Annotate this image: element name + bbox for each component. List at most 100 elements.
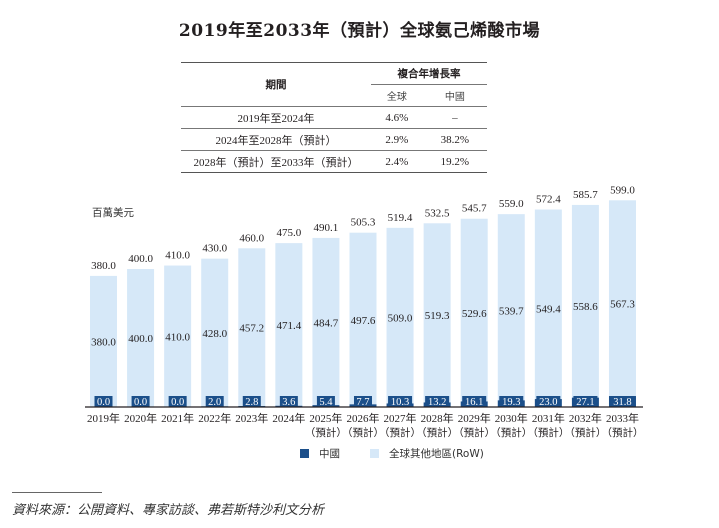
x-tick-label: 2023年 bbox=[235, 411, 268, 425]
x-tick-label: 2033年 bbox=[606, 411, 639, 425]
china-label-box bbox=[425, 396, 450, 407]
total-label: 475.0 bbox=[276, 227, 301, 239]
row-value-label: 484.7 bbox=[314, 317, 339, 329]
source-divider bbox=[12, 492, 102, 493]
china-value-label: 31.8 bbox=[613, 397, 631, 408]
source-note: 資料來源：公開資料、專家訪談、弗若斯特沙利文分析 bbox=[12, 503, 325, 518]
period-cell: 2019年至2024年 bbox=[237, 112, 315, 125]
x-tick-label: 2021年 bbox=[161, 411, 194, 425]
bar-row bbox=[312, 237, 340, 406]
x-tick-sublabel: （預計） bbox=[305, 426, 347, 439]
y-axis-unit-label: 百萬美元 bbox=[92, 207, 134, 219]
china-value-label: 7.7 bbox=[356, 397, 369, 408]
x-tick-label: 2022年 bbox=[198, 411, 231, 425]
row-value-label: 567.3 bbox=[610, 299, 635, 311]
cagr-table: 期間 複合年增長率 全球 中國 2019年至2024年 4.6% – 2024年… bbox=[181, 62, 487, 173]
total-label: 559.0 bbox=[499, 198, 524, 210]
bar-row bbox=[534, 209, 562, 400]
x-tick-label: 2026年 bbox=[346, 411, 379, 425]
x-tick-sublabel: （預計） bbox=[601, 426, 643, 439]
x-tick-label: 2031年 bbox=[532, 411, 565, 425]
total-label: 460.0 bbox=[239, 232, 264, 244]
global-cell: 4.6% bbox=[385, 111, 409, 124]
x-tick-label: 2020年 bbox=[124, 411, 157, 425]
x-tick-label: 2027年 bbox=[384, 411, 417, 425]
row-value-label: 519.3 bbox=[425, 310, 450, 322]
bar-row bbox=[275, 243, 303, 406]
china-value-label: 13.2 bbox=[428, 397, 446, 408]
chart-title: 2019年至2033年（預計）全球氨己烯酸市場 bbox=[178, 21, 541, 41]
legend-swatch-row bbox=[370, 449, 379, 458]
bar-row bbox=[164, 265, 192, 407]
total-label: 572.4 bbox=[536, 194, 561, 206]
x-tick-label: 2032年 bbox=[569, 411, 602, 425]
total-label: 532.5 bbox=[425, 207, 450, 219]
total-label: 545.7 bbox=[462, 203, 487, 215]
global-subheader: 全球 bbox=[371, 84, 423, 107]
china-value-label: 27.1 bbox=[576, 397, 594, 408]
china-label-box bbox=[536, 396, 561, 407]
china-cell: 38.2% bbox=[440, 133, 470, 146]
row-value-label: 497.6 bbox=[351, 315, 376, 327]
global-cell: 2.4% bbox=[385, 155, 409, 168]
row-value-label: 410.0 bbox=[165, 331, 190, 343]
legend-item-row: 全球其他地區(RoW) bbox=[370, 446, 484, 461]
bar-row bbox=[423, 223, 451, 403]
china-label-box bbox=[168, 396, 187, 407]
total-label: 430.0 bbox=[202, 243, 227, 255]
legend-swatch-china bbox=[300, 449, 309, 458]
bar-row bbox=[571, 204, 599, 398]
china-value-label: 16.1 bbox=[465, 397, 483, 408]
china-label-box bbox=[499, 396, 524, 407]
china-value-label: 2.0 bbox=[208, 397, 221, 408]
legend-label-china: 中國 bbox=[319, 448, 340, 460]
x-tick-sublabel: （預計） bbox=[564, 426, 606, 439]
china-value-label: 3.6 bbox=[282, 397, 295, 408]
bar-row bbox=[238, 248, 266, 407]
global-cell: 2.9% bbox=[385, 133, 409, 146]
row-value-label: 380.0 bbox=[91, 336, 116, 348]
x-tick-sublabel: （預計） bbox=[490, 426, 532, 439]
total-label: 585.7 bbox=[573, 189, 598, 201]
bar-row bbox=[201, 258, 229, 407]
period-cell: 2028年（預計）至2033年（預計） bbox=[193, 156, 359, 169]
china-label-box bbox=[131, 396, 150, 407]
china-cell: – bbox=[452, 111, 458, 124]
china-label-box bbox=[353, 396, 372, 407]
bar-row bbox=[497, 214, 525, 401]
china-value-label: 10.3 bbox=[391, 397, 409, 408]
china-label-box bbox=[316, 396, 335, 407]
table-row: 2028年（預計）至2033年（預計） 2.4% 19.2% bbox=[181, 150, 487, 173]
china-label-box bbox=[205, 396, 224, 407]
row-value-label: 539.7 bbox=[499, 306, 524, 318]
total-label: 490.1 bbox=[314, 222, 339, 234]
china-value-label: 0.0 bbox=[134, 397, 147, 408]
china-value-label: 0.0 bbox=[171, 397, 184, 408]
table-row: 2024年至2028年（預計） 2.9% 38.2% bbox=[181, 128, 487, 151]
china-label-box bbox=[94, 396, 113, 407]
total-label: 599.0 bbox=[610, 184, 635, 196]
cagr-header: 複合年增長率 bbox=[397, 68, 461, 80]
total-label: 505.3 bbox=[351, 217, 376, 229]
china-subheader: 中國 bbox=[422, 84, 487, 107]
china-label-box bbox=[388, 396, 413, 407]
bar-row bbox=[127, 269, 155, 407]
x-tick-sublabel: （預計） bbox=[342, 426, 384, 439]
row-value-label: 509.0 bbox=[388, 312, 413, 324]
bar-row bbox=[349, 232, 377, 405]
row-value-label: 471.4 bbox=[276, 320, 301, 332]
total-label: 400.0 bbox=[128, 253, 153, 265]
legend: 中國 全球其他地區(RoW) bbox=[300, 446, 514, 461]
bar-row bbox=[386, 227, 414, 404]
period-header: 期間 bbox=[265, 79, 287, 91]
china-value-label: 2.8 bbox=[245, 397, 258, 408]
china-value-label: 0.0 bbox=[97, 397, 110, 408]
row-value-label: 457.2 bbox=[239, 323, 264, 335]
x-tick-sublabel: （預計） bbox=[379, 426, 421, 439]
row-value-label: 428.0 bbox=[202, 328, 227, 340]
x-tick-label: 2029年 bbox=[458, 411, 491, 425]
x-tick-label: 2025年 bbox=[309, 411, 342, 425]
china-value-label: 19.3 bbox=[502, 397, 520, 408]
china-value-label: 23.0 bbox=[539, 397, 557, 408]
total-label: 380.0 bbox=[91, 260, 116, 272]
